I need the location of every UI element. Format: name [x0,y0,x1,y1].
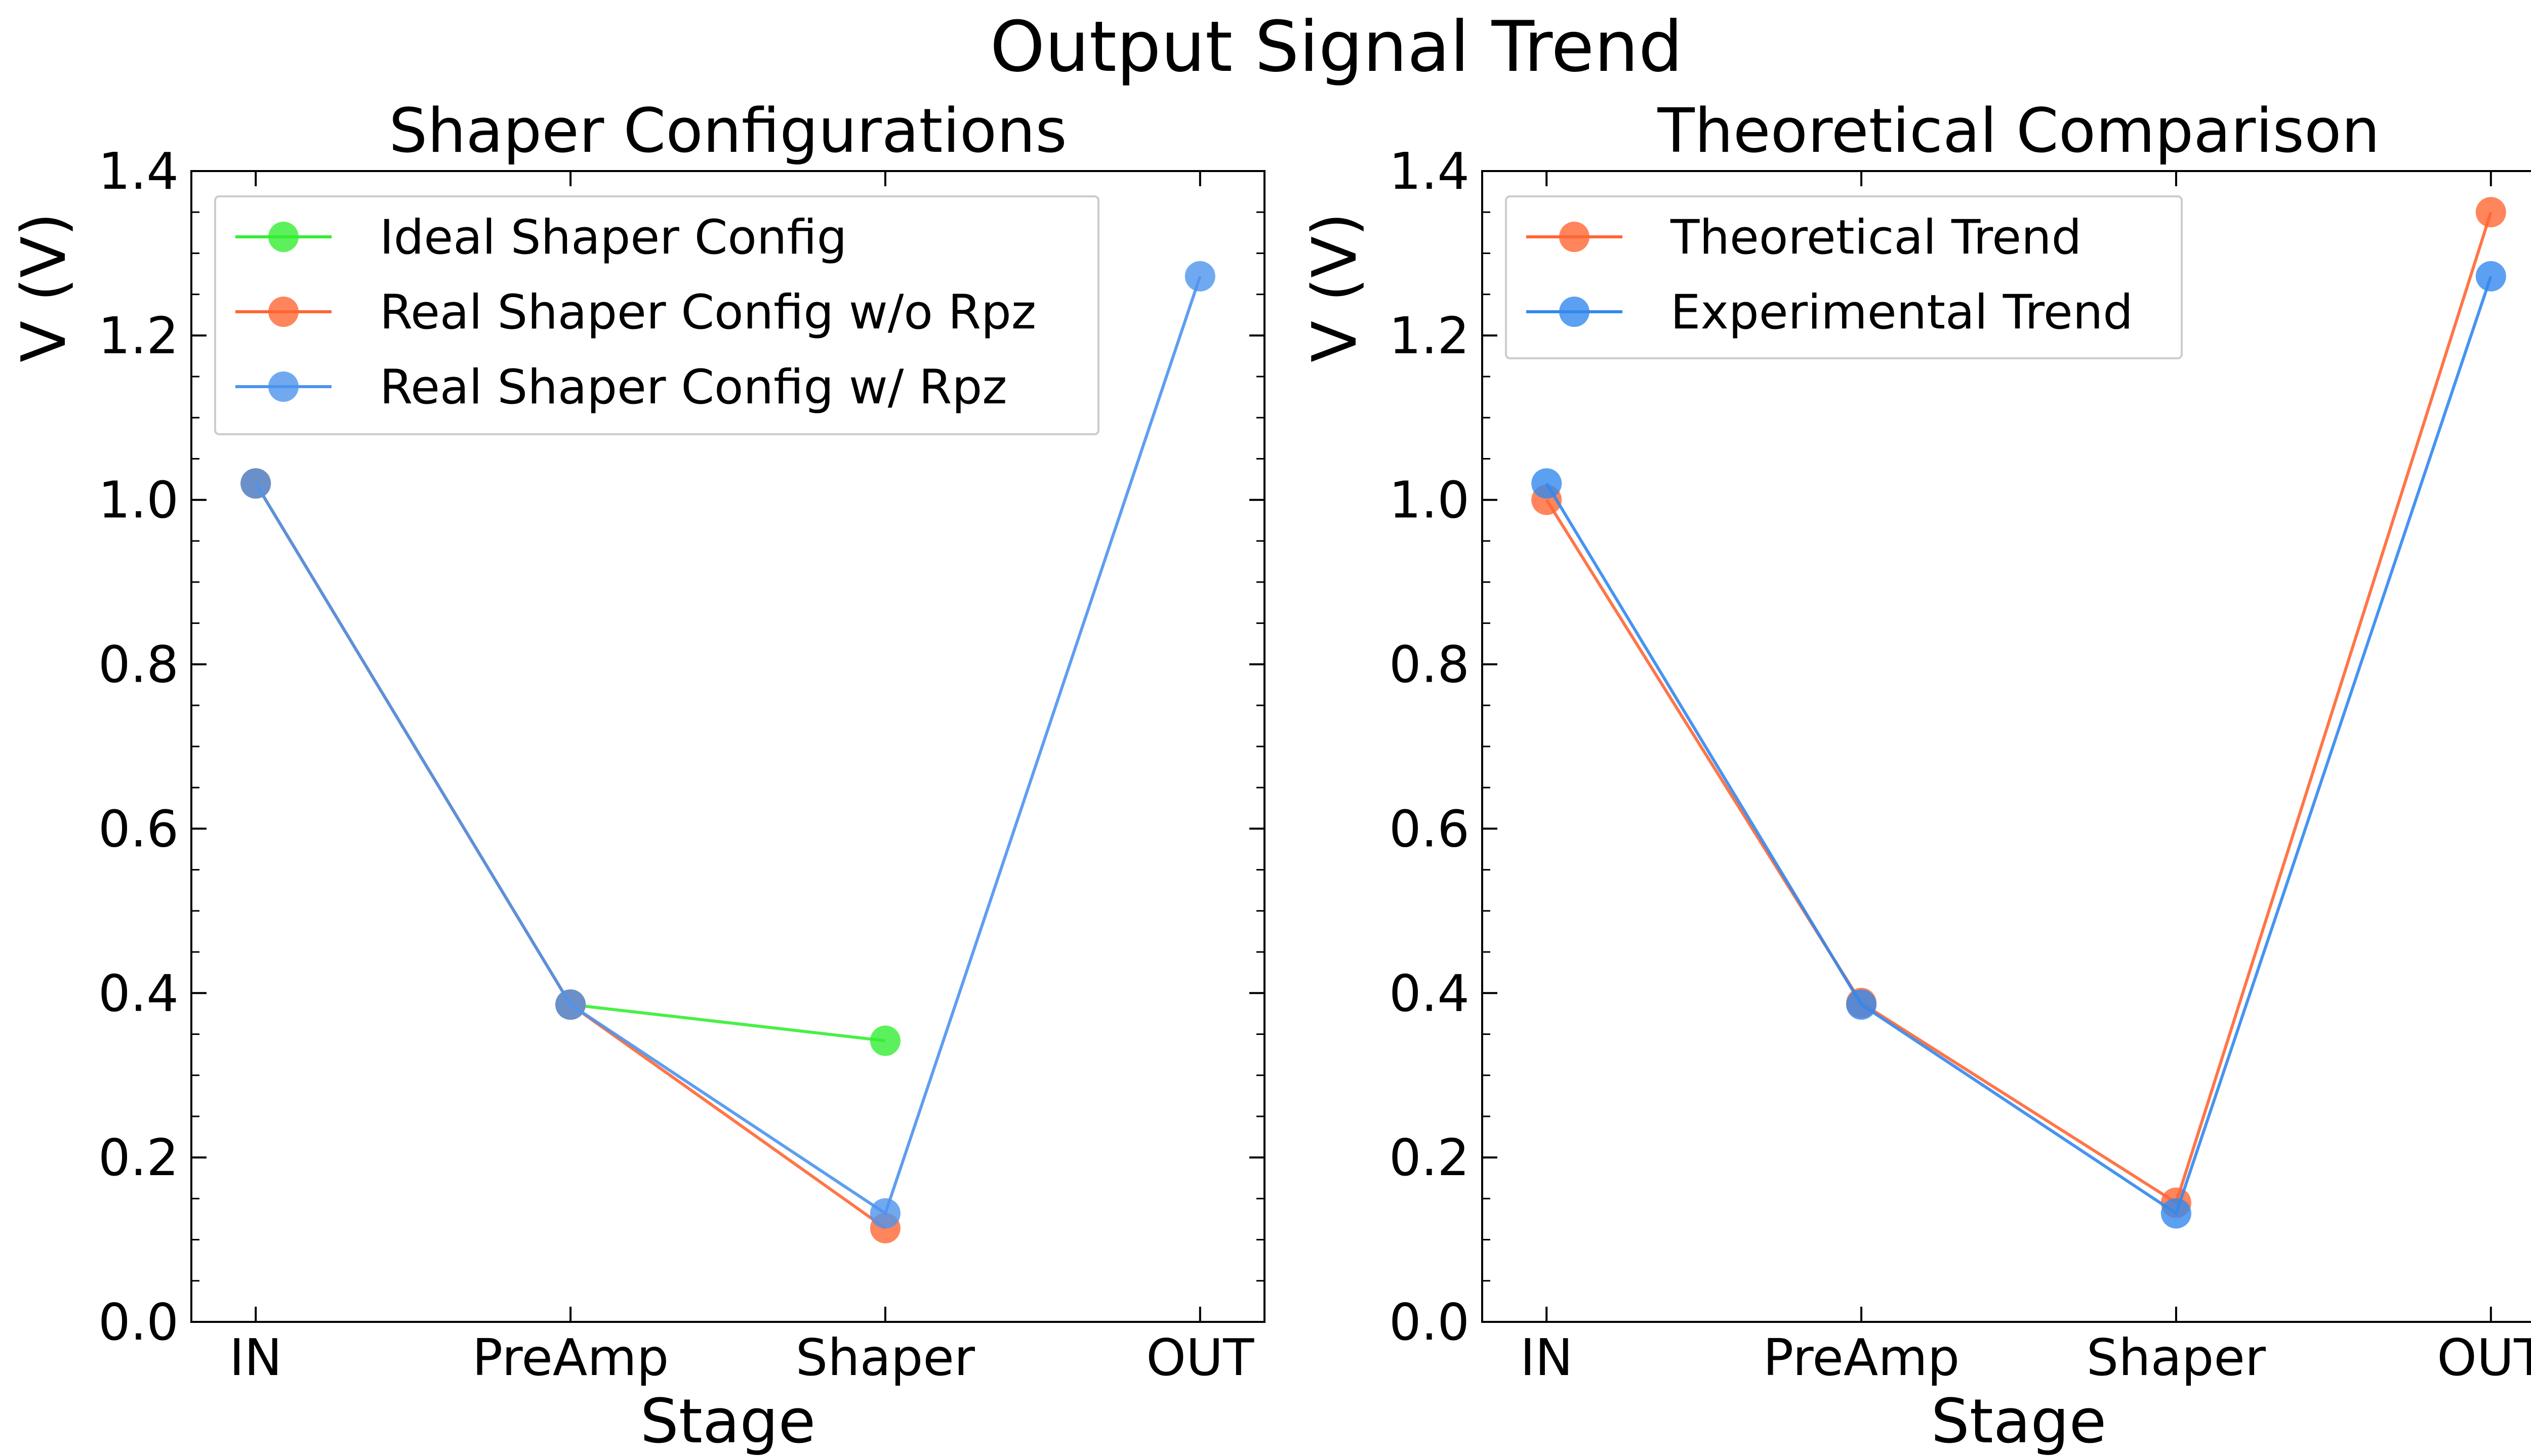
legend-swatch-marker [268,371,299,402]
y-tick-label: 0.2 [98,1128,179,1187]
y-tick-label: 0.6 [98,799,179,858]
series-ideal-shaper-config [240,468,901,1056]
subplot-title: Shaper Configurations [389,96,1067,167]
legend: Theoretical Trend Experimental Trend [1505,195,2183,359]
y-tick-label: 1.2 [1389,306,1469,365]
y-axis-label: V (V) [1300,213,1370,362]
data-point-shaper [2160,1198,2191,1229]
series-line [1545,212,2493,1205]
subplot-title: Theoretical Comparison [1657,96,2380,167]
legend-label: Real Shaper Config w/ Rpz [380,360,1007,415]
x-axis-label: Stage [640,1387,816,1456]
legend: Ideal Shaper Config Real Shaper Config w/… [214,195,1099,435]
data-point-in [240,468,271,499]
legend-label: Real Shaper Config w/o Rpz [380,285,1036,340]
legend-box [1505,195,2183,359]
y-tick-label: 0.8 [98,635,179,694]
series-experimental-trend [1531,261,2506,1229]
x-tick-label-preamp: PreAmp [472,1328,669,1387]
legend-label: Ideal Shaper Config [380,210,847,265]
chart-theoretical-comparison: Theoretical Comparison V (V) Stage 0.0 0.2 0.… [1300,96,2531,1456]
data-point-out [2475,197,2506,228]
series-line [254,482,886,1043]
y-tick-label: 0.4 [98,964,179,1023]
y-tick-label: 1.4 [98,142,179,201]
y-axis-label: V (V) [9,213,79,362]
y-tick-label: 1.0 [98,471,179,530]
x-tick-label-shaper: Shaper [796,1328,975,1387]
y-tick-label: 1.2 [98,306,179,365]
series-line [254,482,886,1230]
data-point-out [1185,261,1215,292]
legend-label: Theoretical Trend [1670,210,2081,265]
legend-label: Experimental Trend [1670,285,2133,340]
x-tick-label-out: OUT [2437,1328,2531,1387]
legend-item-theoretical-trend: Theoretical Trend [1526,210,2081,265]
legend-swatch-marker [1559,222,1589,252]
y-tick-label: 0.0 [98,1293,179,1352]
legend-swatch-marker [268,297,299,327]
y-tick-label: 1.0 [1389,471,1469,530]
legend-item-real-shaper-config-w-rpz: Real Shaper Config w/ Rpz [235,360,1007,415]
y-tick-label: 0.2 [1389,1128,1469,1187]
x-tick-label-in: IN [1520,1328,1573,1387]
y-tick-label: 1.4 [1389,142,1469,201]
x-tick-label-in: IN [229,1328,282,1387]
figure-title: Output Signal Trend [990,6,1683,88]
y-tick-label: 0.4 [1389,964,1469,1023]
legend-swatch-marker [268,222,299,252]
legend-box [214,195,1099,435]
x-tick-label-out: OUT [1146,1328,1254,1387]
data-point-in [1531,468,1562,499]
data-point-shaper [870,1198,901,1229]
x-axis-label: Stage [1931,1387,2107,1456]
data-point-shaper [870,1025,901,1056]
series-real-shaper-config-w-o-rpz [240,468,901,1243]
series-line [254,275,1202,1216]
series-line [1545,275,2493,1216]
data-point-out [2475,261,2506,292]
legend-item-real-shaper-config-w-o-rpz: Real Shaper Config w/o Rpz [235,285,1036,340]
chart-shaper-configurations: Shaper Configurations V (V) Stage 0.0 0.2 0.4… [9,96,1266,1456]
y-tick-label: 0.6 [1389,799,1469,858]
x-tick-label-preamp: PreAmp [1763,1328,1960,1387]
legend-item-ideal-shaper-config: Ideal Shaper Config [235,210,847,265]
x-tick-label-shaper: Shaper [2087,1328,2266,1387]
y-tick-label: 0.8 [1389,635,1469,694]
data-point-preamp [1846,989,1877,1020]
data-point-preamp [555,989,586,1020]
legend-swatch-marker [1559,297,1589,327]
y-tick-label: 0.0 [1389,1293,1469,1352]
series-real-shaper-config-w-rpz [240,261,1215,1229]
legend-item-experimental-trend: Experimental Trend [1526,285,2133,340]
